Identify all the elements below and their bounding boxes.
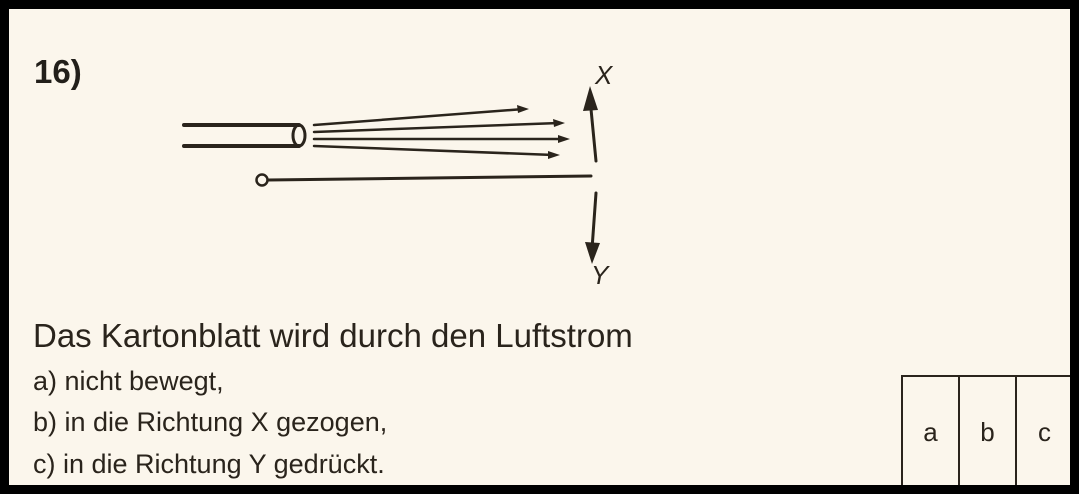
cardboard-sheet (589, 107, 598, 251)
arrow-y-head (585, 242, 600, 264)
option-a: a) nicht bewegt, (33, 366, 224, 396)
airflow-arrows (312, 107, 566, 157)
answer-cell-b[interactable]: b (960, 377, 1017, 485)
option-b: b) in die Richtung X gezogen, (33, 407, 388, 437)
label-x: X (594, 60, 614, 90)
answer-cell-a[interactable]: a (903, 377, 960, 485)
label-y: Y (591, 260, 610, 290)
question-number: 16) (34, 53, 82, 90)
answer-box: a b c (901, 375, 1070, 485)
worksheet-page: 16) (9, 9, 1070, 485)
option-c: c) in die Richtung Y gedrückt. (33, 449, 385, 479)
airflow-diagram: X Y (182, 60, 614, 290)
cardboard-holder (255, 173, 593, 187)
answer-cell-c[interactable]: c (1038, 416, 1051, 447)
arrow-x-head (583, 86, 598, 111)
question-stem: Das Kartonblatt wird durch den Luftstrom (33, 317, 633, 354)
air-tube (182, 123, 307, 148)
